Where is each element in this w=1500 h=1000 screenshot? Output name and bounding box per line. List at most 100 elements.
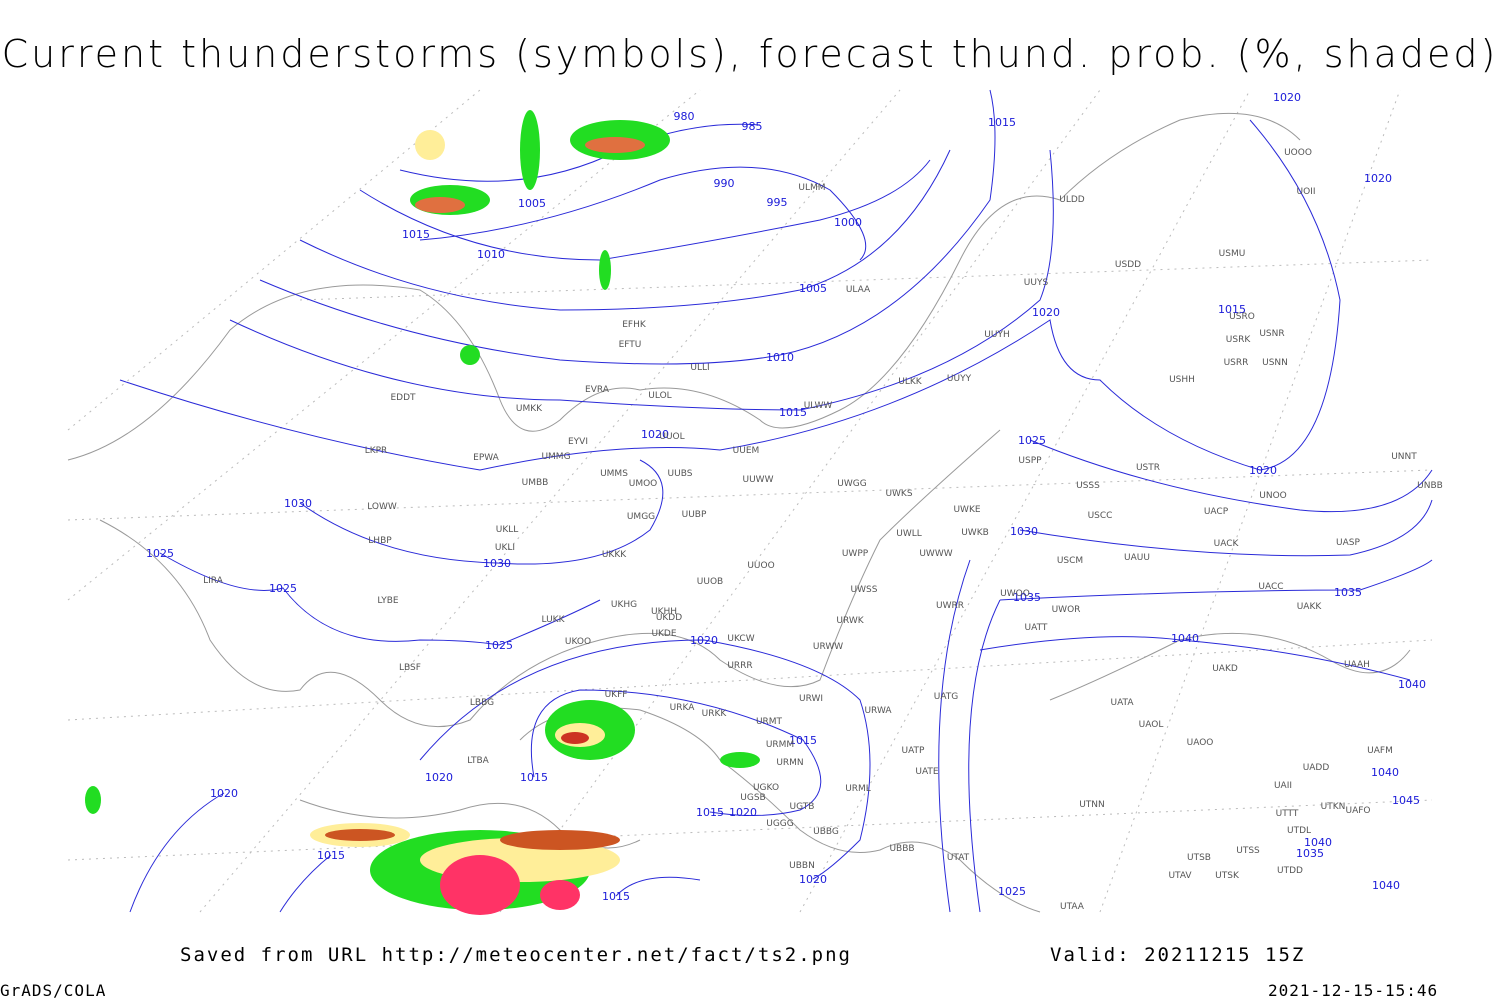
station-label: UKOO [565,637,591,647]
station-label: UTSB [1187,853,1211,863]
isobar-label: 1020 [1032,306,1060,319]
station-label: USNR [1259,329,1284,339]
station-label: UUYY [947,374,972,384]
station-label: URKA [670,703,696,713]
station-label: UWOR [1052,605,1081,615]
station-label: UNBB [1417,481,1443,491]
station-label: USPP [1018,456,1042,466]
station-label: UATE [915,767,939,777]
station-label: UWOO [1000,589,1030,599]
station-label: URMM [766,740,794,750]
station-label: UUYS [1024,278,1049,288]
station-label: ULLI [690,363,709,373]
software-credit: GrADS/COLA [0,981,106,1000]
isobar-label: 1020 [1273,91,1301,104]
station-label: UTDL [1287,826,1311,836]
station-label: UWKE [953,505,980,515]
station-label: UMKK [516,404,543,414]
station-label: UKCW [727,634,754,644]
isobar-label: 1015 [520,771,548,784]
station-label: UUOL [659,432,684,442]
station-label: ULAA [846,285,871,295]
station-label: LIRA [203,576,224,586]
isobar-label: 1035 [1013,591,1041,604]
isobar-label: 1020 [210,787,238,800]
station-label: ULKK [898,377,923,387]
isobar-label: 1025 [146,547,174,560]
isobar-label: 1010 [477,248,505,261]
station-label: EVRA [585,385,610,395]
station-label: URKK [702,709,728,719]
station-label: USRK [1226,335,1252,345]
station-label: URML [845,784,871,794]
station-label: ULMM [798,183,825,193]
isobar-label: 1000 [834,216,862,229]
source-url: Saved from URL http://meteocenter.net/fa… [180,944,852,966]
station-label: UAOO [1187,738,1214,748]
station-label: LHBP [368,536,392,546]
station-label: UTAA [1060,902,1085,912]
isobar-label: 1035 [1334,586,1362,599]
station-label: UKLI [495,543,515,553]
station-label: UWLL [896,529,922,539]
station-label: UACC [1258,582,1283,592]
station-label: UMOO [629,479,658,489]
station-label: EYVI [568,437,588,447]
station-label: UWRR [936,601,964,611]
isobar-label: 1005 [799,282,827,295]
station-label: UAUU [1124,553,1150,563]
station-label: UUBS [668,469,693,479]
isobar-label: 985 [742,120,763,133]
station-label: UKFF [605,690,628,700]
station-label: UGSB [740,793,765,803]
map-title: Current thunderstorms (symbols), forecas… [2,32,1499,76]
station-label: USSS [1076,481,1100,491]
isobar-label: 1025 [998,885,1026,898]
station-label: UGKO [753,783,779,793]
station-label: UTDD [1277,866,1303,876]
station-label: USTR [1136,463,1160,473]
station-label: UTSK [1215,871,1240,881]
station-label: UMMG [541,452,570,462]
station-label: EFTU [619,340,642,350]
isobar-label: 1020 [1364,172,1392,185]
station-label: ULDD [1059,195,1085,205]
isobar-label: 1020 [425,771,453,784]
station-label: UACP [1204,507,1229,517]
station-label: LYBE [377,596,398,606]
station-label: LKPR [365,446,388,456]
isobar-label: 1040 [1171,632,1199,645]
station-label: UTNN [1079,800,1105,810]
isobar-label: 1025 [269,582,297,595]
isobar-label: 1025 [1018,434,1046,447]
station-label: ULWW [804,401,833,411]
station-label: UNOO [1259,491,1287,501]
isobar-label: 1010 [766,351,794,364]
station-label: UADD [1303,763,1330,773]
station-label: UMBB [522,478,549,488]
coastlines [67,112,1411,913]
isobar-label: 1015 [789,734,817,747]
station-label: UWWW [919,549,952,559]
isobar-label: 1030 [1010,525,1038,538]
station-label: UAFO [1345,806,1370,816]
isobar-label: 1015 [988,116,1016,129]
station-label: UMMS [600,469,628,479]
station-label: EPWA [473,453,500,463]
station-label: UATT [1025,623,1048,633]
isobar-label: 1040 [1398,678,1426,691]
station-label: UTAV [1168,871,1192,881]
station-label: URMT [756,717,783,727]
isobar-label: 1015 [402,228,430,241]
station-label: UTSS [1236,846,1260,856]
station-label: UWKB [961,528,989,538]
isobar-label: 995 [767,196,788,209]
isobar-label: 1030 [284,497,312,510]
station-label: LTBA [467,756,489,766]
station-label: UWSS [851,585,878,595]
station-label: UAII [1274,781,1292,791]
station-label: UWPP [842,549,869,559]
station-label: LOWW [367,502,397,512]
